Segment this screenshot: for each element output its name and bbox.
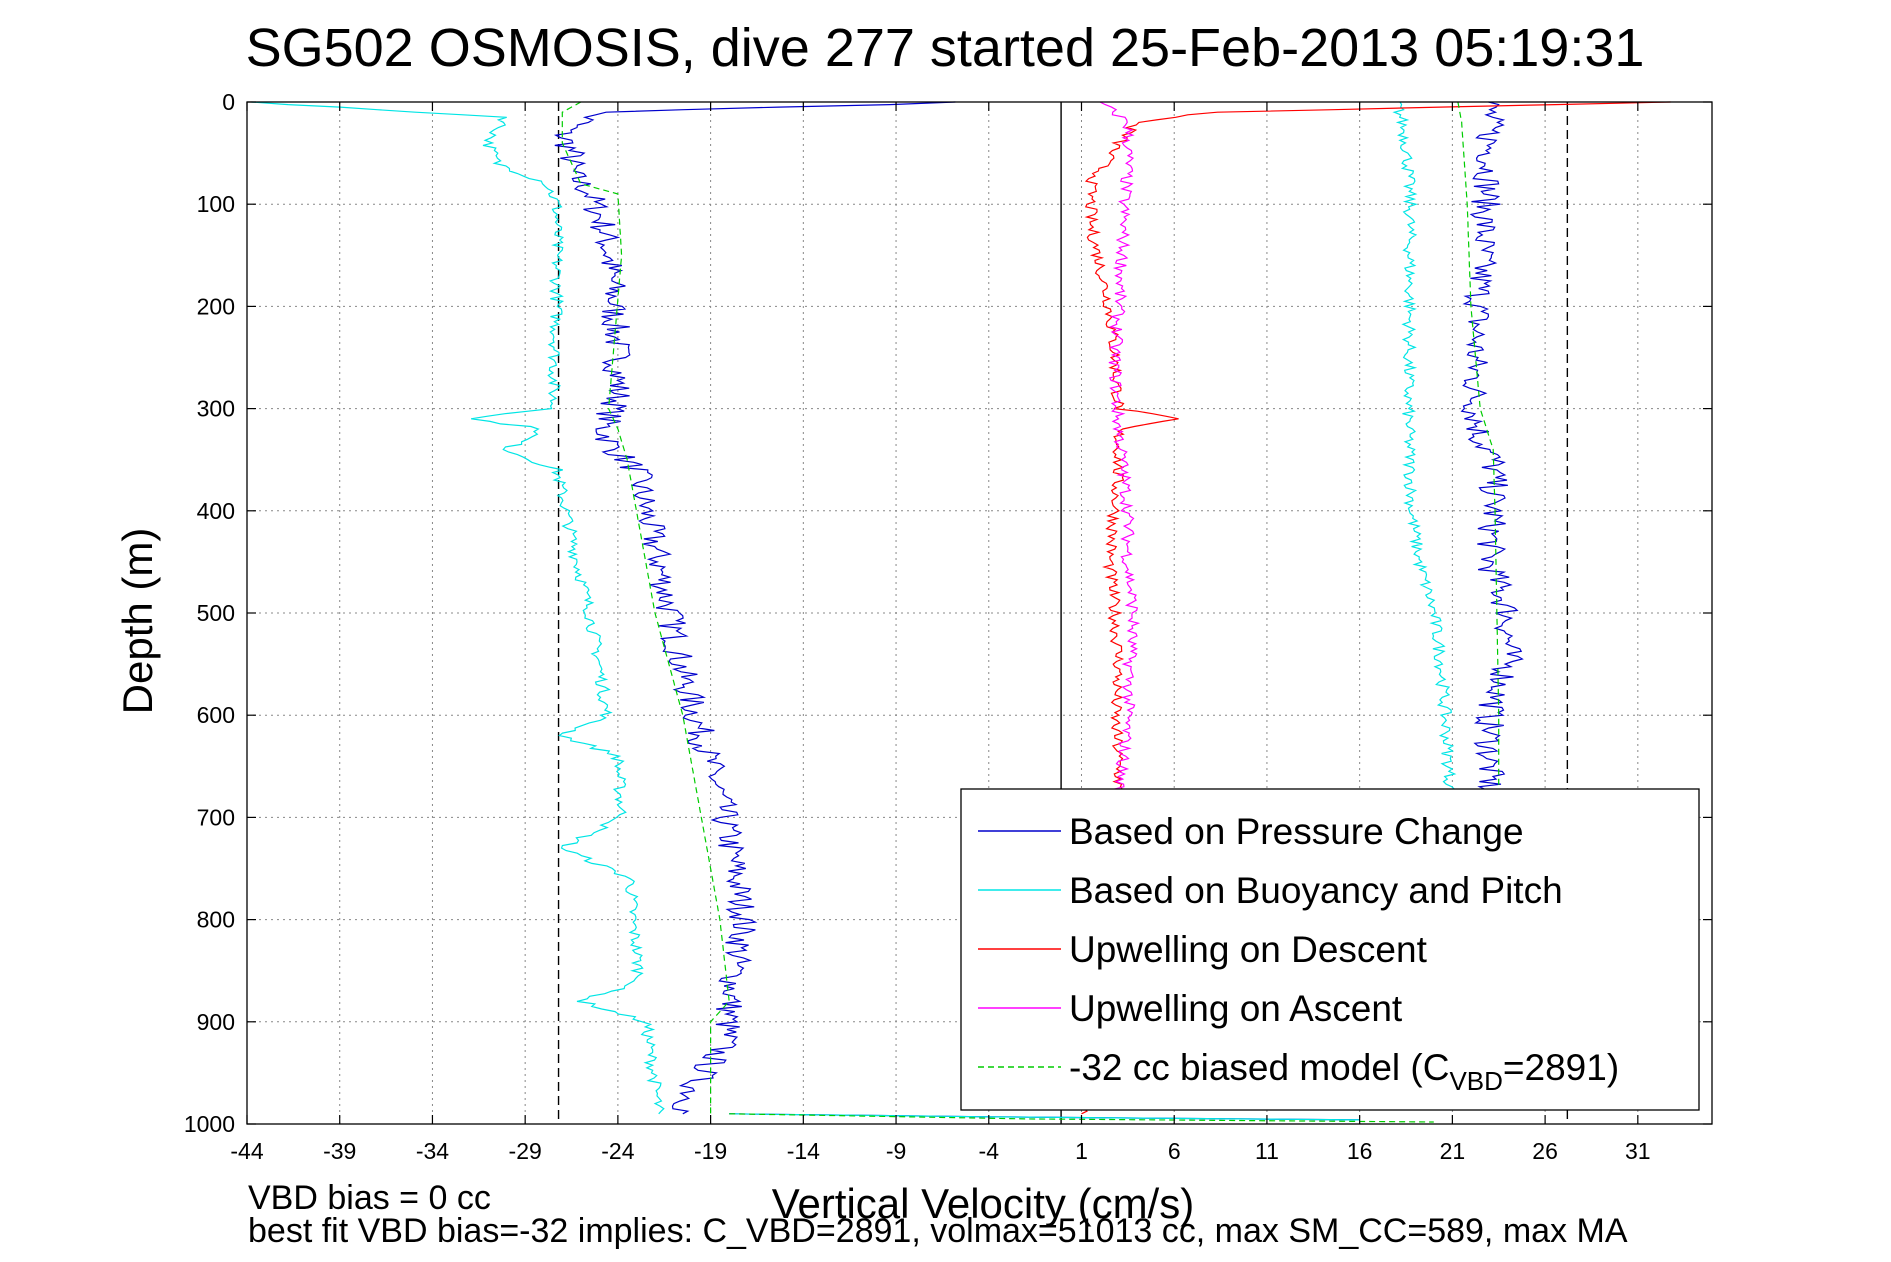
- y-tick-label: 200: [197, 293, 235, 319]
- x-tick-label: -34: [416, 1138, 449, 1164]
- series-line: [1457, 101, 1500, 818]
- x-tick-label: 11: [1255, 1138, 1279, 1164]
- y-tick-label: 400: [197, 498, 235, 524]
- chart-title: SG502 OSMOSIS, dive 277 started 25-Feb-2…: [246, 18, 1645, 78]
- x-tick-label: 21: [1440, 1138, 1466, 1164]
- x-tick-label: 16: [1347, 1138, 1373, 1164]
- y-tick-label: 500: [197, 600, 235, 626]
- legend-label: -32 cc biased model (CVBD=2891): [1069, 1047, 1619, 1096]
- y-tick-label: 0: [222, 89, 235, 115]
- y-tick-label: 700: [197, 804, 235, 830]
- series-line: [561, 101, 730, 1114]
- legend-label: Upwelling on Descent: [1069, 929, 1428, 970]
- x-tick-label: 26: [1532, 1138, 1558, 1164]
- axis-ticks: [246, 101, 1712, 1125]
- legend: Based on Pressure Change Based on Buoyanc…: [960, 788, 1700, 1111]
- x-tick-label: 6: [1168, 1138, 1181, 1164]
- x-tick-label: 1: [1075, 1138, 1088, 1164]
- y-tick-label: 800: [197, 907, 235, 933]
- x-tick-label: 31: [1625, 1138, 1651, 1164]
- x-tick-label: -24: [601, 1138, 634, 1164]
- series-3: [1099, 101, 1141, 798]
- y-tick-label: 900: [197, 1009, 235, 1035]
- x-tick-labels: -44 -39 -34 -29 -24 -19 -14 -9 -4 1 6 11 16 21 26 31: [230, 1138, 1650, 1164]
- series-line: [1084, 101, 1671, 798]
- y-tick-labels: 0 100 200 300 400 500 600 700 800 900 1000: [184, 89, 235, 1137]
- y-tick-label: 300: [197, 396, 235, 422]
- x-tick-label: -4: [979, 1138, 1000, 1164]
- y-tick-label: 100: [197, 191, 235, 217]
- x-tick-label: -29: [509, 1138, 542, 1164]
- legend-label: Based on Buoyancy and Pitch: [1069, 870, 1563, 911]
- series-line: [1099, 101, 1141, 798]
- series-line: [251, 101, 665, 1115]
- legend-label: Based on Pressure Change: [1069, 811, 1524, 852]
- y-axis-label: Depth (m): [114, 528, 161, 715]
- legend-box: [960, 788, 1700, 1111]
- x-axis-label: Vertical Velocity (cm/s): [772, 1180, 1194, 1227]
- x-tick-label: -9: [886, 1138, 906, 1164]
- legend-label: Upwelling on Ascent: [1069, 988, 1403, 1029]
- x-tick-label: -39: [323, 1138, 356, 1164]
- y-tick-label: 600: [197, 702, 235, 728]
- series-line: [553, 101, 956, 1115]
- x-tick-label: -19: [694, 1138, 727, 1164]
- y-tick-label: 1000: [184, 1111, 235, 1137]
- best-fit-note: best fit VBD bias=-32 implies: C_VBD=289…: [248, 1212, 1628, 1250]
- vbd-bias-note: VBD bias = 0 cc: [248, 1179, 491, 1217]
- series-line: [1392, 101, 1458, 818]
- x-tick-label: -44: [230, 1138, 263, 1164]
- x-tick-label: -14: [787, 1138, 820, 1164]
